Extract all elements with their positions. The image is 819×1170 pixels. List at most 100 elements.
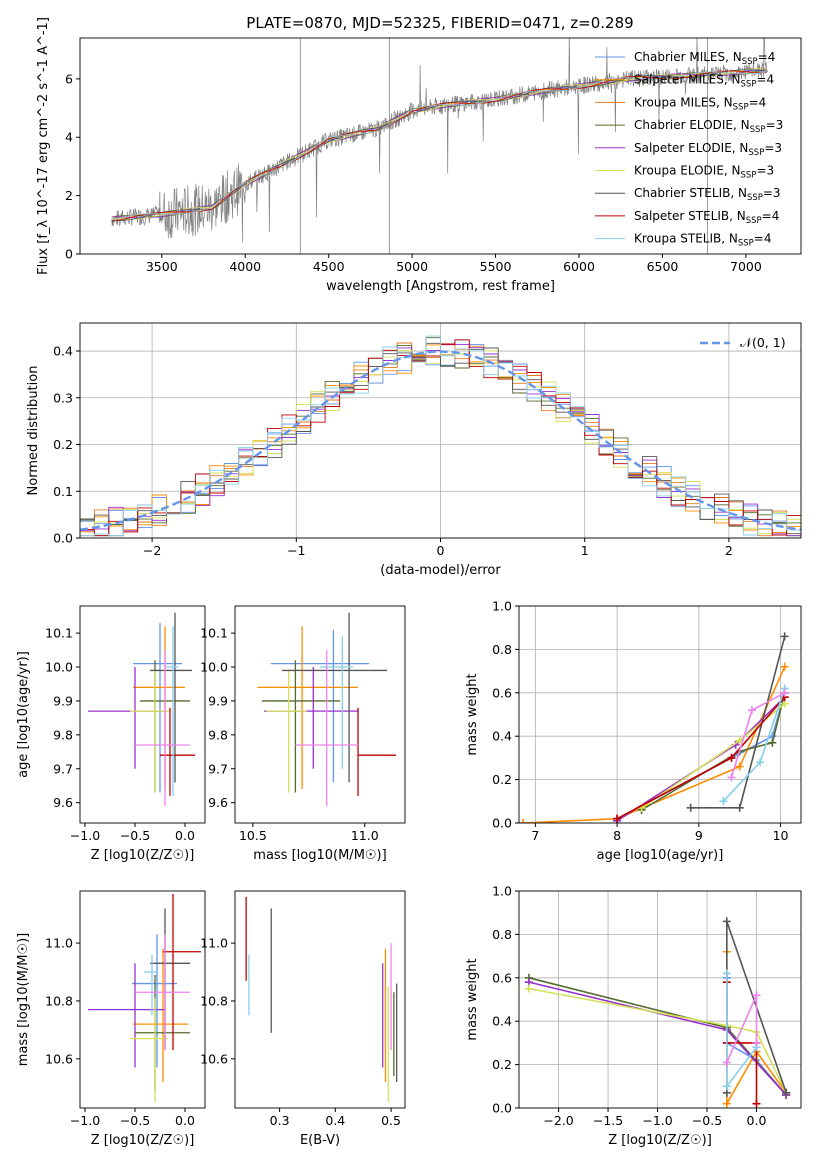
residual-legend: 𝒩(0, 1) [700,335,786,350]
plot-area [245,896,398,1103]
mass-weight-series [727,688,789,782]
mass-weight-marker [722,1082,731,1091]
x-tick-label: −2 [143,543,161,558]
error-bar-point [133,622,182,793]
y-tick-label: 4 [65,130,73,145]
error-bar-point [357,707,397,796]
axes-frame: 3500 4000 4500 5000 5500 6000 6500 7000 0 2 4 6 wave… [36,17,802,294]
x-tick-label: 3500 [146,259,178,274]
mass-weight-marker [722,969,731,978]
y-tick-label: 0.4 [492,1014,512,1029]
error-bar-point [150,908,190,1051]
error-bar-point [261,660,341,793]
mass-weight-marker [752,991,761,1000]
legend-label: Salpeter ELODIE, NSSP=3 [634,141,782,158]
plot-area [111,38,768,254]
mass-weight-marker [747,706,756,715]
y-axis-label: mass weight [465,673,480,755]
mass-weight-marker [519,819,528,823]
model-line [111,71,767,221]
x-tick-label: 0.3 [270,1113,290,1128]
axes-box [518,605,802,824]
legend-label: Salpeter MILES, NSSP=4 [634,73,774,90]
legend-label: Kroupa STELIB, NSSP=4 [634,232,772,249]
y-tick-label: 9.6 [208,795,228,810]
x-tick-label: 7 [531,828,539,843]
mass-weight-marker [752,1099,761,1108]
mass-weight-line [523,666,786,823]
y-tick-label: 0.2 [492,1057,512,1072]
y-tick-label: 0 [65,247,73,262]
y-tick-label: 9.7 [53,761,73,776]
x-tick-label: 0.0 [175,828,195,843]
x-axis-label: E(B-V) [300,1133,340,1148]
x-tick-label: 10.5 [239,828,267,843]
age-vs-metallicity-panel: −1.0 −0.5 0.0 9.6 9.7 9.8 9.9 10.0 10.1 Z [log10(… [16,605,206,863]
x-tick-label: 5500 [480,259,512,274]
model-line [111,68,767,220]
legend-label: Kroupa ELODIE, NSSP=3 [634,164,774,181]
x-tick-label: 10 [773,828,789,843]
x-tick-label: 0.0 [175,1113,195,1128]
x-tick-label: 5000 [396,259,428,274]
y-tick-label: 11.0 [200,936,228,951]
axes-frame: −1.0 −0.5 0.0 9.6 9.7 9.8 9.9 10.0 10.1 Z [log10(… [16,605,206,863]
y-tick-label: 10.0 [45,660,73,675]
mass-weight-marker [727,773,736,782]
x-tick-label: −0.5 [120,828,150,843]
x-tick-label: 0.4 [325,1113,345,1128]
y-tick-label: 0.0 [53,531,73,546]
mass-weight-marker [752,1038,761,1047]
plot-area [257,612,397,807]
x-tick-label: 8 [613,828,621,843]
y-tick-label: 11.0 [45,936,73,951]
x-axis-label: Z [log10(Z/Z☉)] [91,848,195,863]
x-tick-label: 2 [725,543,733,558]
axes-box [79,890,206,1109]
x-tick-label: −0.5 [120,1113,150,1128]
legend-label: Chabrier STELIB, NSSP=3 [634,186,781,203]
y-tick-label: 10.0 [200,660,228,675]
mass-weight-marker [722,1058,731,1067]
mass-weight-marker [782,1088,791,1097]
error-bar-point [130,998,168,1103]
plot-area [88,612,195,807]
mass-weight-marker [686,803,695,812]
x-tick-label: 0 [437,543,445,558]
mass-weight-marker [719,797,728,806]
y-tick-label: 9.8 [53,727,73,742]
mass-weight-marker [722,1099,731,1108]
y-tick-label: 10.1 [45,626,73,641]
plot-area [88,893,201,1103]
mass-weight-series [613,693,789,823]
y-tick-label: 0.8 [492,642,512,657]
y-tick-label: 9.8 [208,727,228,742]
axes-box [79,605,206,824]
legend-label: Kroupa MILES, NSSP=4 [634,95,766,112]
mass-weight-vs-metallicity-panel: −2.0 −1.5 −1.0 −0.5 0.0 0.0 0.2 0.4 0.6 0.8 1.0 Z [… [465,884,802,1148]
residual-histogram [80,335,801,537]
y-tick-label: 0.0 [492,816,512,831]
axes-box [234,605,406,824]
error-bar-point [165,626,178,796]
error-bar-point [320,636,354,769]
mass-weight-marker [735,762,744,771]
legend-label: Chabrier ELODIE, NSSP=3 [634,118,783,135]
axes-frame: −2.0 −1.5 −1.0 −0.5 0.0 0.0 0.2 0.4 0.6 0.8 1.0 Z [… [465,884,802,1148]
x-tick-label: −1.0 [70,1113,100,1128]
x-axis-label: Z [log10(Z/Z☉)] [608,1133,712,1148]
mass-weight-marker [768,738,777,747]
y-tick-label: 10.6 [200,1051,228,1066]
x-axis-label: Z [log10(Z/Z☉)] [91,1133,195,1148]
error-bar-point [133,948,188,1082]
y-tick-label: 0.2 [492,772,512,787]
x-tick-label: 11.0 [351,828,379,843]
legend-label: Salpeter STELIB, NSSP=4 [634,209,779,226]
mass-weight-marker [727,753,736,762]
mass-weight-marker [780,688,789,697]
y-tick-label: 9.9 [208,693,228,708]
y-axis-label: age [log10(age/yr)] [16,651,31,778]
y-tick-label: 0.0 [492,1101,512,1116]
legend-label: 𝒩(0, 1) [740,335,786,350]
